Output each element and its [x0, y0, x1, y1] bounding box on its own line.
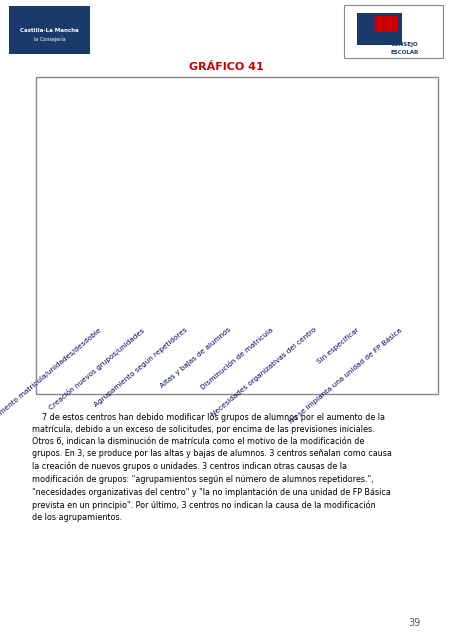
Bar — [97, 166, 123, 330]
Text: 4,00 %: 4,00 % — [381, 316, 410, 324]
Text: 12,00 %: 12,00 % — [133, 290, 168, 299]
Text: Agrupamiento según repetidores: Agrupamiento según repetidores — [93, 326, 189, 408]
Text: 1: 1 — [392, 294, 398, 305]
Text: No se implanta una unidad de FP Básica: No se implanta una unidad de FP Básica — [288, 326, 403, 424]
Text: CONSEJO: CONSEJO — [390, 42, 418, 47]
Text: ESCOLAR: ESCOLAR — [390, 50, 418, 55]
Text: Disminución de matrícula: Disminución de matrícula — [200, 326, 274, 390]
Bar — [138, 260, 164, 330]
Text: Castilla-La Mancha: Castilla-La Mancha — [20, 28, 79, 33]
Text: 1: 1 — [311, 294, 317, 305]
Text: 39: 39 — [407, 618, 419, 628]
Bar — [219, 260, 245, 330]
Text: 1: 1 — [189, 294, 194, 305]
Text: 3: 3 — [351, 248, 358, 258]
Text: 3: 3 — [147, 248, 154, 258]
Text: Creación nuevos grupos/unidades: Creación nuevos grupos/unidades — [47, 326, 145, 411]
Text: Aumento matrícula/unidades/desdoble: Aumento matrícula/unidades/desdoble — [0, 326, 103, 422]
Bar — [382, 307, 408, 330]
Text: 12,00 %: 12,00 % — [215, 290, 249, 299]
Text: 7 de estos centros han debido modificar los grupos de alumnos por el aumento de : 7 de estos centros han debido modificar … — [32, 413, 391, 522]
Text: Sin especificar: Sin especificar — [316, 326, 360, 365]
Text: 4,00 %: 4,00 % — [299, 316, 328, 324]
Text: 28,00 %: 28,00 % — [93, 243, 127, 252]
Bar — [260, 189, 286, 330]
Text: 6: 6 — [270, 177, 276, 188]
Text: GRÁFICO 41: GRÁFICO 41 — [188, 62, 263, 72]
Text: 12,00 %: 12,00 % — [337, 290, 372, 299]
Text: 7: 7 — [107, 154, 113, 164]
Text: 3: 3 — [229, 248, 235, 258]
Bar — [300, 307, 327, 330]
Text: 4,00 %: 4,00 % — [177, 316, 206, 324]
Text: Altas y bajas de alumnos: Altas y bajas de alumnos — [158, 326, 231, 389]
Text: Necesidades organizativas del centro: Necesidades organizativas del centro — [210, 326, 317, 418]
Text: la Consejería: la Consejería — [34, 37, 65, 42]
Bar — [178, 307, 205, 330]
Bar — [341, 260, 368, 330]
Text: 24,00 %: 24,00 % — [256, 255, 290, 264]
